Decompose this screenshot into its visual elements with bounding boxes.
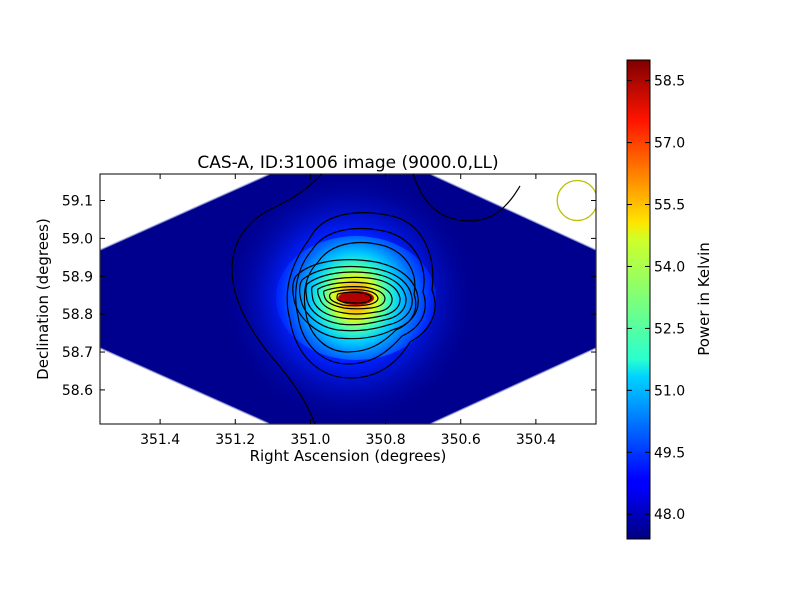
x-tick-label: 350.6 [441,432,481,448]
plot-frame [99,173,597,425]
contour-outer-right [412,174,521,222]
chart-title: CAS-A, ID:31006 image (9000.0,LL) [197,153,498,173]
colorbar-tick-label: 51.0 [654,383,685,399]
contour-4 [292,259,419,340]
colorbar-label: Power in Kelvin [695,242,713,356]
colorbar-frame [626,59,651,540]
y-axis-label: Declination (degrees) [34,218,52,380]
colorbar-tick-label: 55.5 [654,198,685,214]
heatmap-core [338,291,374,305]
contour-2 [295,227,426,365]
colorbar-tick-label: 58.5 [654,74,685,90]
contour-7 [310,276,401,320]
colorbar-tick-label: 49.5 [654,445,685,461]
y-tick-label: 59.0 [62,231,93,247]
contour-5 [299,265,413,332]
contour-6 [305,271,407,326]
colorbar: 48.0 49.5 51.0 52.5 54.0 55.5 57.0 58.5 Power i… [626,59,713,540]
x-tick-label: 350.8 [366,432,406,448]
x-tick-label: 351.2 [215,432,255,448]
x-tick-label: 351.0 [290,432,330,448]
contour-9 [322,286,386,310]
beam-marker [556,179,596,222]
x-tick-label: 351.4 [140,432,180,448]
x-tick-label: 350.4 [516,432,556,448]
contour-10 [328,289,379,307]
colorbar-tick-label: 48.0 [654,507,685,523]
colorbar-tick-label: 57.0 [654,136,685,152]
coverage-edge [100,174,596,424]
colorbar-tick-label: 54.0 [654,259,685,275]
y-tick-label: 58.7 [62,345,93,361]
contour-outer-left [231,174,323,424]
y-tick-label: 58.6 [62,383,93,399]
contour-lines [231,174,521,424]
y-tick-label: 58.8 [62,307,93,323]
colorbar-gradient [627,60,650,539]
x-axis-label: Right Ascension (degrees) [250,447,447,465]
colorbar-tick-label: 52.5 [654,321,685,337]
contour-8 [317,281,393,315]
y-axis-ticks: 58.6 58.7 58.8 58.9 59.0 59.1 [62,194,596,399]
contour-3 [303,241,417,353]
contour-1 [286,212,436,379]
y-tick-label: 59.1 [62,194,93,210]
x-axis-ticks: 351.4 351.2 351.0 350.8 350.6 350.4 [140,174,556,448]
colorbar-ticks: 48.0 49.5 51.0 52.5 54.0 55.5 57.0 58.5 [627,74,685,523]
contour-11 [336,291,372,304]
plot-area: 351.4 351.2 351.0 350.8 350.6 350.4 58.658.75… [34,153,597,465]
y-tick-label: 58.9 [62,269,93,285]
